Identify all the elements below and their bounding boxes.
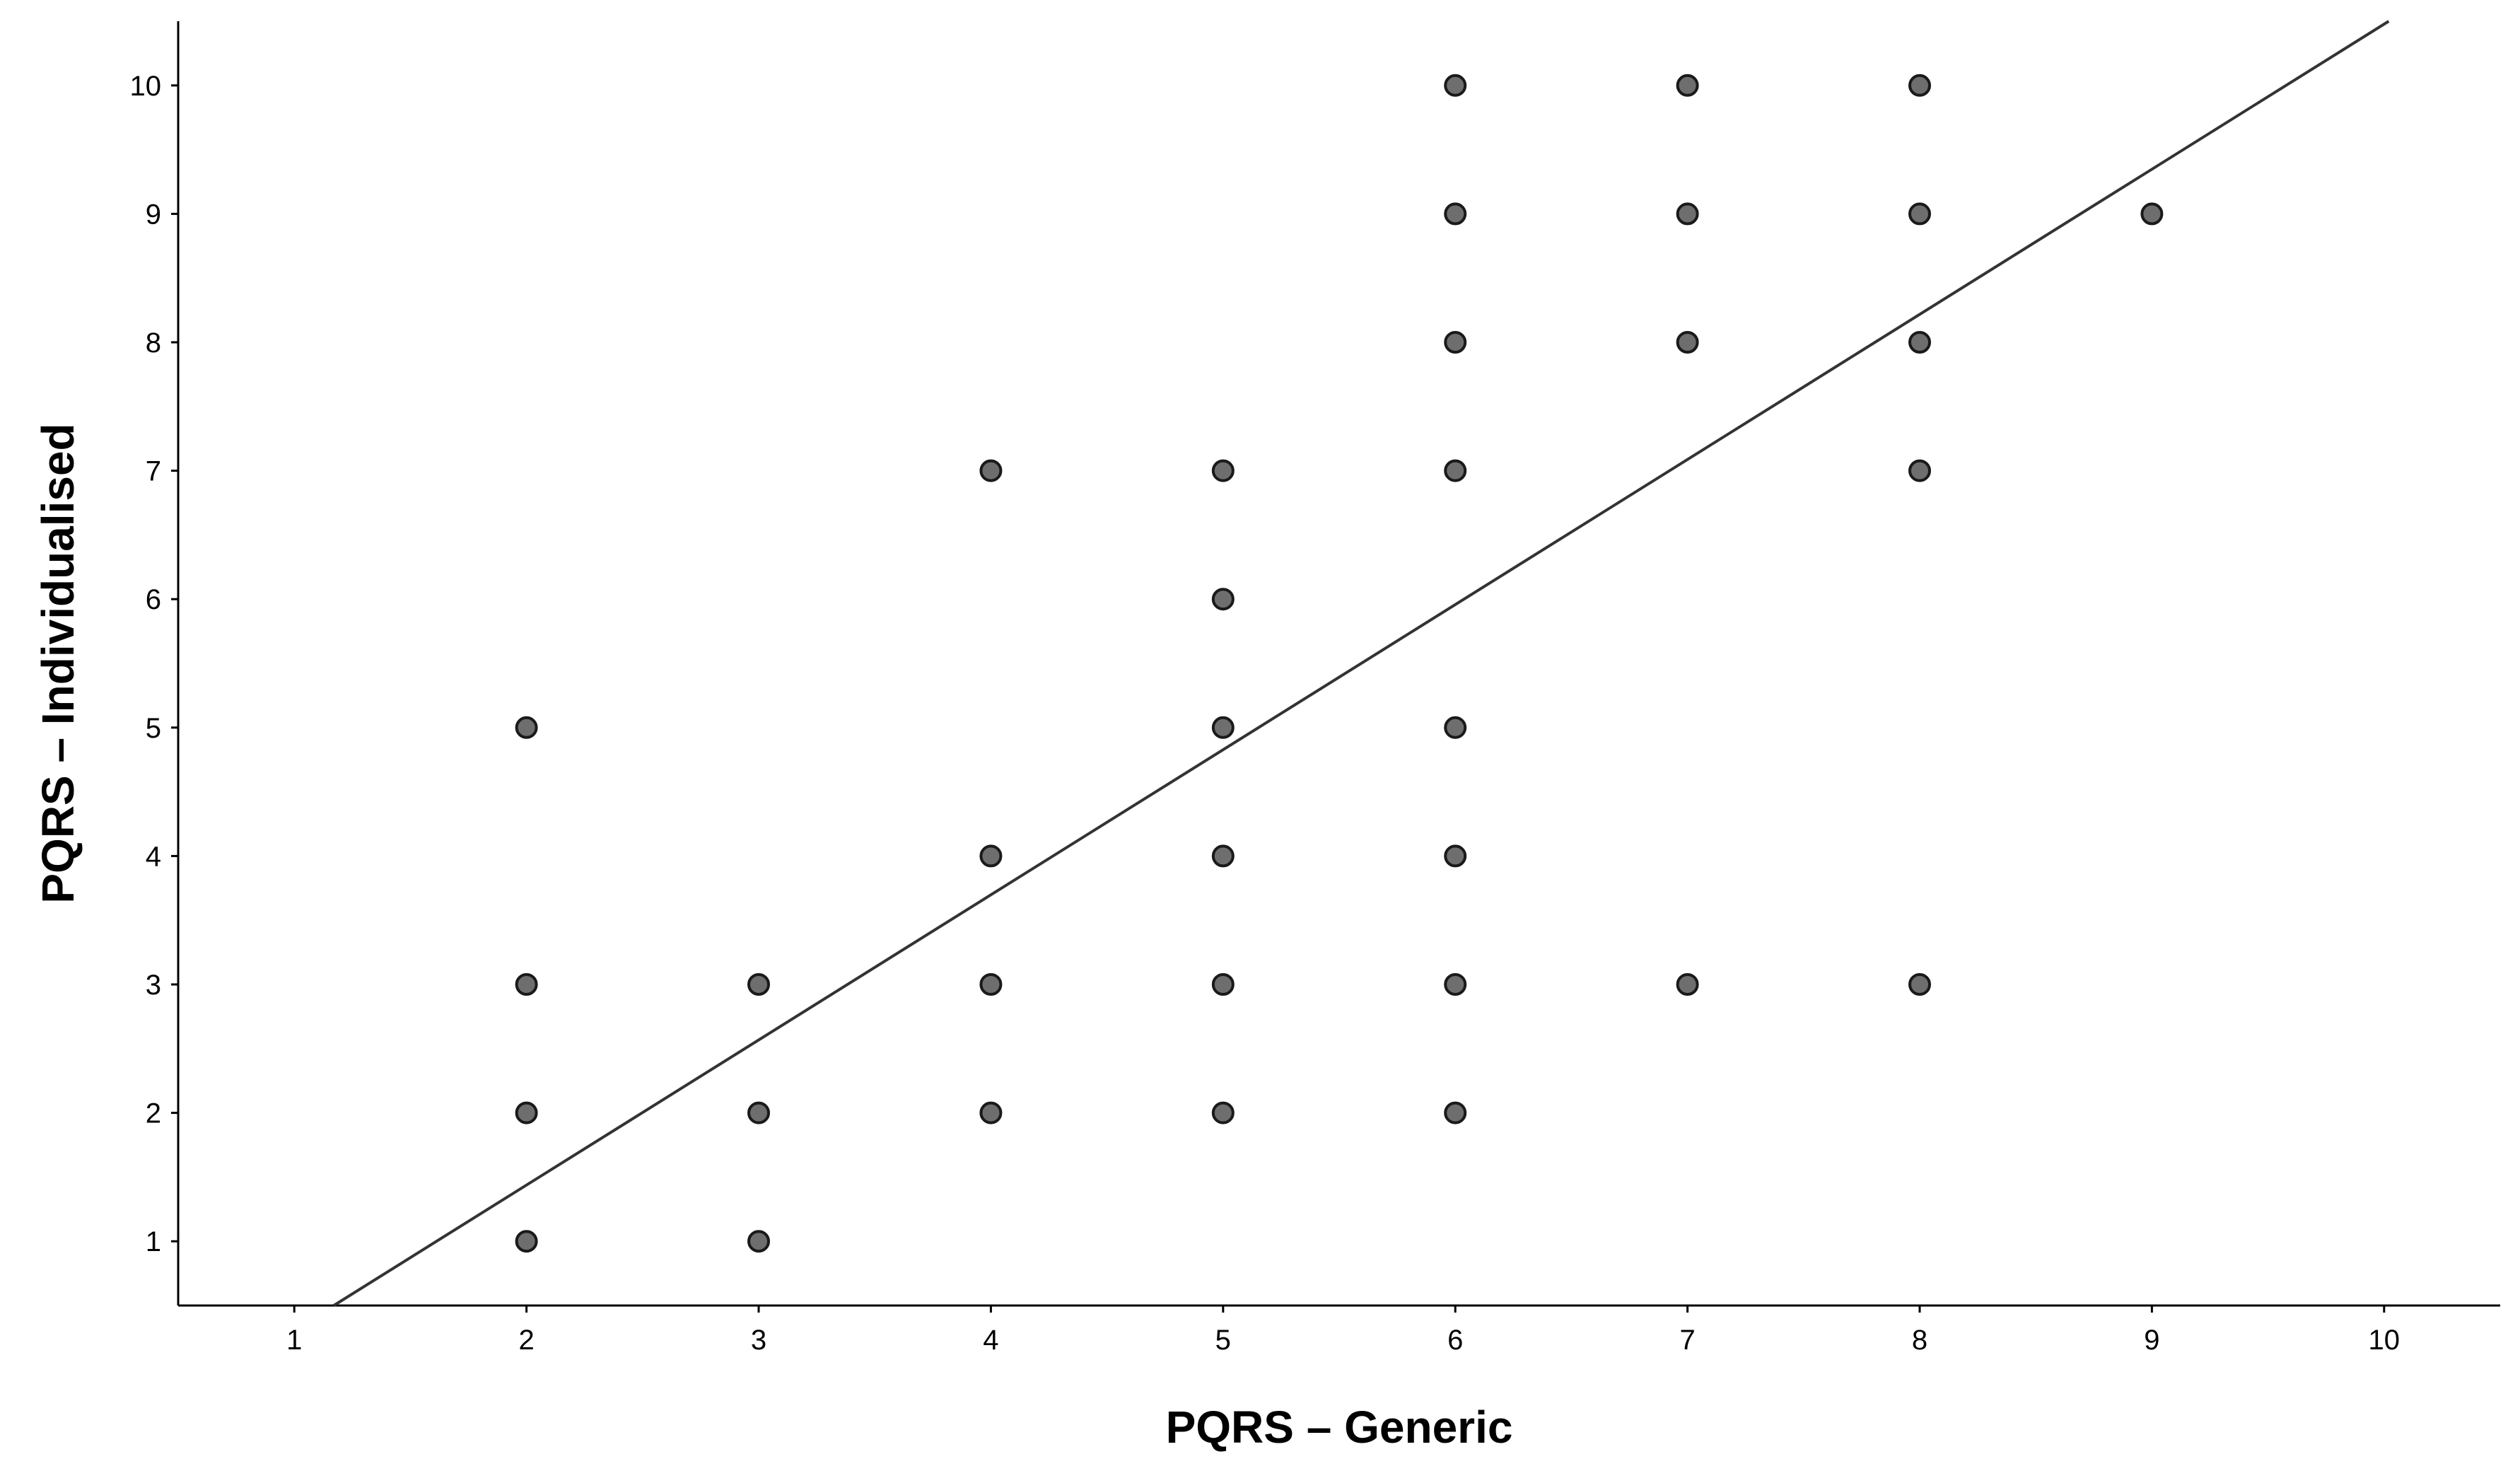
data-point bbox=[979, 973, 1003, 996]
y-tick-label: 8 bbox=[146, 327, 161, 359]
x-axis-title: PQRS – Generic bbox=[1166, 1402, 1513, 1453]
data-point bbox=[1211, 459, 1235, 482]
data-point bbox=[515, 1230, 538, 1253]
x-tick-label: 8 bbox=[1912, 1325, 1927, 1356]
data-point bbox=[1444, 716, 1467, 739]
x-tick-label: 10 bbox=[2369, 1325, 2401, 1356]
x-tick-label: 3 bbox=[751, 1325, 766, 1356]
data-point bbox=[2140, 202, 2164, 226]
data-point bbox=[1676, 202, 1699, 226]
data-point bbox=[515, 716, 538, 739]
axes: 1 2 3 4 5 6 7 8 9 10 1 2 3 4 5 6 7 8 9 10 bbox=[130, 21, 2500, 1356]
x-tick-label: 2 bbox=[518, 1325, 534, 1356]
data-point bbox=[1444, 331, 1467, 354]
y-tick-label: 5 bbox=[146, 713, 161, 744]
data-point bbox=[979, 459, 1003, 482]
x-tick-label: 4 bbox=[983, 1325, 998, 1356]
data-point bbox=[1444, 1101, 1467, 1124]
data-point bbox=[1211, 716, 1235, 739]
y-axis-ticks: 1 2 3 4 5 6 7 8 9 10 bbox=[130, 71, 178, 1257]
data-point bbox=[515, 973, 538, 996]
data-point bbox=[1676, 973, 1699, 996]
x-tick-label: 5 bbox=[1215, 1325, 1231, 1356]
data-point bbox=[747, 1101, 770, 1124]
data-point bbox=[1444, 74, 1467, 97]
data-point bbox=[1676, 331, 1699, 354]
data-point bbox=[1211, 973, 1235, 996]
y-axis-title: PQRS – Individualised bbox=[33, 423, 83, 903]
data-point bbox=[1211, 588, 1235, 611]
data-point bbox=[747, 973, 770, 996]
data-points bbox=[515, 74, 2164, 1253]
y-tick-label: 3 bbox=[146, 970, 161, 1001]
x-tick-label: 1 bbox=[286, 1325, 302, 1356]
y-tick-label: 7 bbox=[146, 456, 161, 487]
y-tick-label: 4 bbox=[146, 841, 161, 872]
y-tick-label: 1 bbox=[146, 1226, 161, 1257]
data-point bbox=[515, 1101, 538, 1124]
data-point bbox=[1908, 973, 1931, 996]
x-tick-label: 7 bbox=[1679, 1325, 1695, 1356]
x-tick-label: 6 bbox=[1447, 1325, 1463, 1356]
y-tick-label: 10 bbox=[130, 71, 162, 102]
data-point bbox=[1444, 202, 1467, 226]
data-point bbox=[1908, 459, 1931, 482]
data-point bbox=[1444, 459, 1467, 482]
data-point bbox=[1211, 844, 1235, 868]
data-point bbox=[1444, 844, 1467, 868]
data-point bbox=[1908, 202, 1931, 226]
y-tick-label: 9 bbox=[146, 199, 161, 230]
data-point bbox=[1908, 74, 1931, 97]
x-tick-label: 9 bbox=[2144, 1325, 2159, 1356]
data-point bbox=[747, 1230, 770, 1253]
fit-line-group bbox=[332, 20, 2390, 1307]
data-point bbox=[1211, 1101, 1235, 1124]
data-point bbox=[1676, 74, 1699, 97]
fit-line bbox=[332, 20, 2390, 1307]
y-tick-label: 6 bbox=[146, 584, 161, 615]
x-axis-ticks: 1 2 3 4 5 6 7 8 9 10 bbox=[286, 1306, 2400, 1356]
y-tick-label: 2 bbox=[146, 1098, 161, 1129]
data-point bbox=[1908, 331, 1931, 354]
data-point bbox=[1444, 973, 1467, 996]
data-point bbox=[979, 1101, 1003, 1124]
data-point bbox=[979, 844, 1003, 868]
